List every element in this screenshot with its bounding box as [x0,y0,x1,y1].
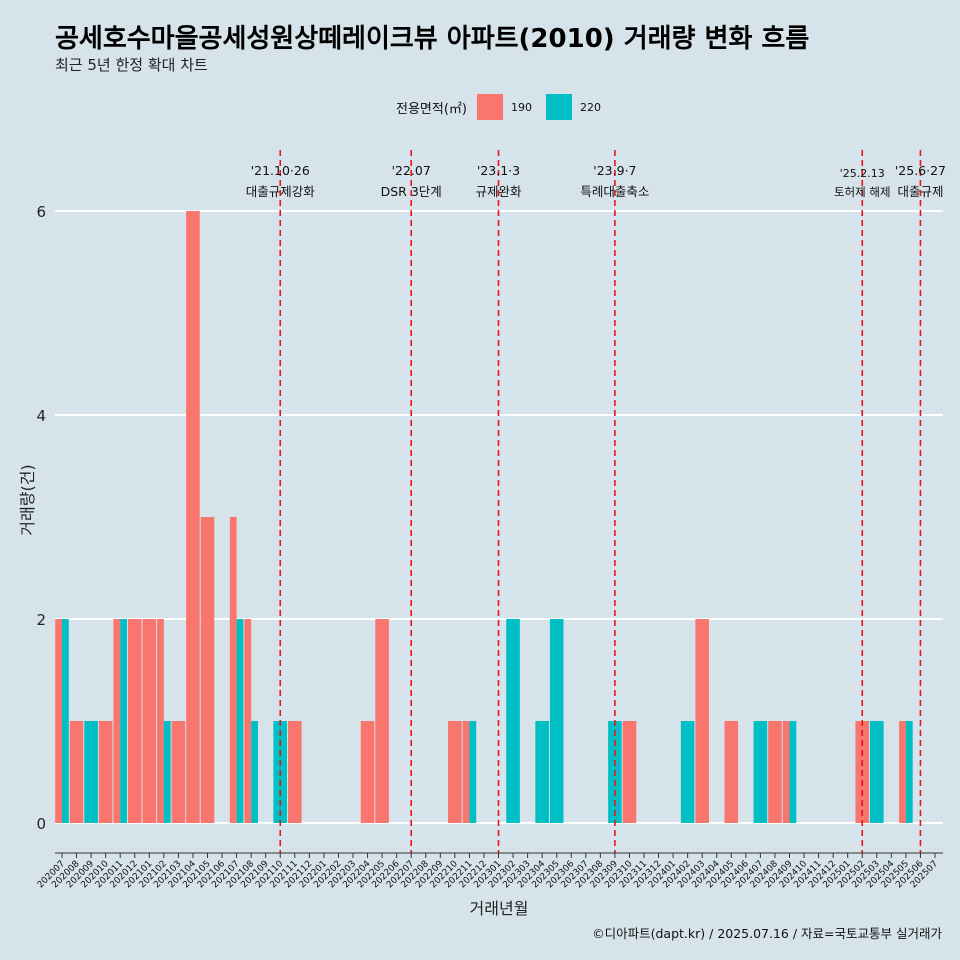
bar-202205 [375,619,389,823]
bar-202505-a [899,721,906,823]
y-tick-label: 0 [36,815,46,833]
legend-title: 전용면적(㎡) [396,101,467,117]
bar-202108-b [251,721,258,823]
event-date-202110: '21.10·26 [251,163,310,178]
event-label-202309: 특례대출축소 [580,184,649,199]
bar-202403 [695,619,709,823]
event-label-202110: 대출규제강화 [246,184,316,199]
bar-202211-b [469,721,477,823]
bar-202011-a [113,619,121,823]
event-label-202207: DSR 3단계 [381,184,442,199]
bar-202503 [870,721,884,823]
bar-202409-a [782,721,790,823]
bar-202107-a [229,517,237,823]
bar-202409-b [789,721,797,823]
bar-202104 [186,211,200,823]
legend-label-220: 220 [579,100,601,114]
y-tick-label: 4 [36,407,46,425]
x-axis-title: 거래년월 [470,899,529,918]
bar-202407 [753,721,768,823]
chart-subtitle: 최근 5년 한정 확대 차트 [55,56,208,74]
bar-202505-b [905,721,913,823]
bar-202011-b [120,619,127,823]
bar-202103 [171,721,186,823]
event-label-202301: 규제완화 [475,184,522,199]
bar-202211-a [462,721,470,823]
y-tick-label: 6 [36,203,46,221]
event-date-202506: '25.6·27 [895,163,946,178]
bar-202102-a [157,619,164,823]
bar-202101 [142,619,157,823]
bar-202210 [448,721,462,823]
legend-swatch-220 [545,94,572,120]
bar-202204 [360,721,375,823]
bar-202405 [724,721,739,823]
bar-202408 [768,721,782,823]
event-label-202502: 토허제 해제 [834,185,891,199]
bar-202007-b [62,619,69,823]
bar-202102-b [163,721,171,823]
bar-202107-b [236,619,244,823]
bar-202008 [69,721,84,823]
bar-202310 [622,721,637,823]
y-axis-title: 거래량(건) [18,464,37,535]
legend: 전용면적(㎡) 190 220 [396,94,615,120]
bar-202007-a [55,619,62,823]
event-date-202301: '23.1·3 [477,163,520,178]
bar-202010 [98,721,113,823]
event-label-202506: 대출규제 [897,184,943,199]
bar-202012 [127,619,142,823]
bar-202009 [84,721,98,823]
bar-202302 [506,619,520,823]
bar-202402 [680,721,695,823]
event-date-202207: '22.07 [392,163,431,178]
source-caption: ©디아파트(dapt.kr) / 2025.07.16 / 자료=국토교통부 실… [592,926,942,941]
bar-202105 [200,517,215,823]
bar-202108-a [244,619,252,823]
chart-title: 공세호수마을공세성원상떼레이크뷰 아파트(2010) 거래량 변화 흐름 [55,24,810,54]
bar-202305 [549,619,564,823]
bar-202304 [535,721,549,823]
event-date-202309: '23.9·7 [593,163,636,178]
legend-swatch-190 [476,94,503,120]
bar-202111 [288,721,302,823]
y-tick-label: 2 [36,611,46,629]
legend-label-190: 190 [510,100,532,114]
event-date-202502: '25.2.13 [840,167,885,180]
